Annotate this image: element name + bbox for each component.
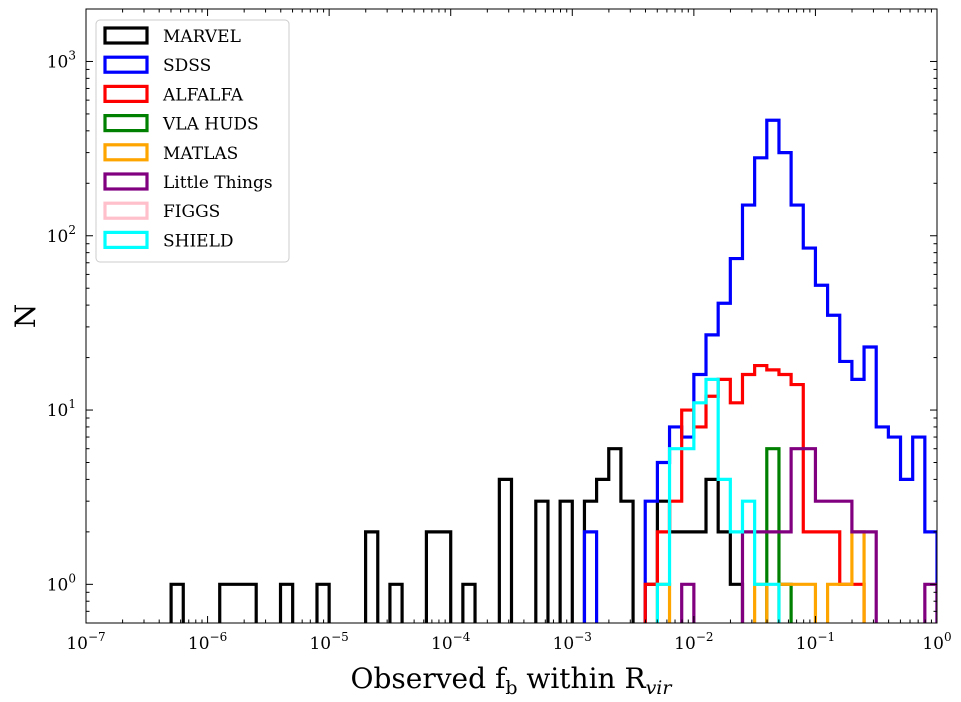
y-tick-label: 103 xyxy=(47,48,76,72)
x-axis-label-mid: within R xyxy=(517,662,646,695)
x-axis-label: Observed fb within Rvir xyxy=(351,662,674,699)
x-tick-label: 10−1 xyxy=(796,630,835,654)
legend-label: VLA HUDS xyxy=(162,115,259,135)
legend-entry: Little Things xyxy=(103,172,273,193)
x-tick-label: 10−5 xyxy=(309,630,348,654)
legend-entry: MARVEL xyxy=(103,26,241,47)
legend-label: MARVEL xyxy=(163,27,241,47)
legend-swatch xyxy=(103,230,149,249)
series-alfalfa xyxy=(643,363,866,623)
x-tick-label: 10−2 xyxy=(674,630,713,654)
legend-label: SDSS xyxy=(163,56,211,76)
x-tick-label: 10−3 xyxy=(553,630,592,654)
y-tick-label: 102 xyxy=(47,223,76,247)
legend-swatch xyxy=(103,26,149,45)
legend-entry: FIGGS xyxy=(103,201,220,222)
legend-swatch xyxy=(103,84,149,104)
x-tick-label: 10−6 xyxy=(188,630,227,654)
axis-tick-labels: 10−7 10−6 10−5 10−4 10−3 10−2 10−1 100 100 101 102… xyxy=(47,48,952,654)
legend-box xyxy=(95,19,290,263)
y-axis-label: N xyxy=(9,304,42,329)
series-steps xyxy=(169,118,937,623)
series-little-things xyxy=(680,447,937,623)
legend-entry: ALFALFA xyxy=(103,84,244,105)
x-axis-label-sub2: vir xyxy=(646,677,674,699)
legend-label: MATLAS xyxy=(163,144,238,164)
legend-label: SHIELD xyxy=(163,231,234,251)
legend-entry: SHIELD xyxy=(103,230,234,251)
x-tick-label: 10−7 xyxy=(66,630,105,654)
y-tick-label: 101 xyxy=(47,397,76,421)
legend-entry: SDSS xyxy=(103,55,211,76)
legend-swatch xyxy=(103,143,149,162)
legend-label: Little Things xyxy=(163,173,273,193)
axis-ticks xyxy=(85,8,938,624)
y-tick-label: 100 xyxy=(47,571,76,595)
x-axis-label-sub1: b xyxy=(505,677,517,699)
series-sdss xyxy=(582,118,937,623)
series-marvel xyxy=(169,447,745,623)
legend-swatch xyxy=(103,172,149,191)
x-tick-label: 10−4 xyxy=(431,630,471,654)
legend-label: ALFALFA xyxy=(162,85,244,105)
x-axis-label-main: Observed f xyxy=(351,662,508,695)
x-tick-label: 100 xyxy=(922,630,951,654)
legend-swatch xyxy=(103,201,149,220)
legend-swatch xyxy=(103,113,149,133)
legend-label: FIGGS xyxy=(163,202,220,222)
legend-entry: MATLAS xyxy=(103,143,238,164)
plot-frame xyxy=(85,8,938,624)
legend-swatch xyxy=(103,55,149,74)
legend-entry: VLA HUDS xyxy=(103,113,259,135)
legend: MARVEL SDSS ALFALFA VLA HUDS MATLAS Little Th… xyxy=(95,19,290,263)
